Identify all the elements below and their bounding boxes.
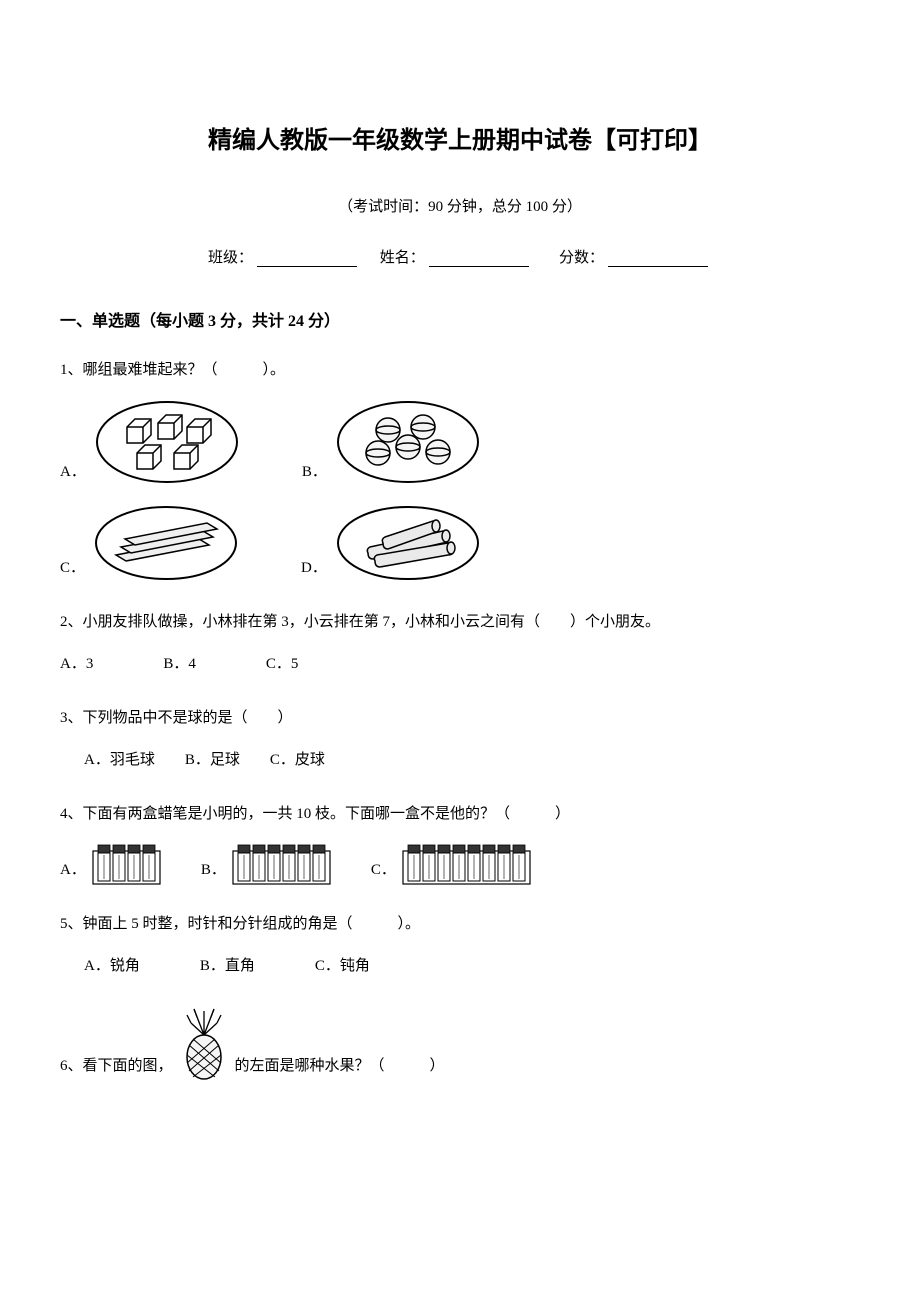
q4-opt-c-label: C． bbox=[371, 855, 396, 885]
question-2: 2、小朋友排队做操，小林排在第 3，小云排在第 7，小林和小云之间有（ ）个小朋… bbox=[60, 607, 860, 679]
label-score: 分数： bbox=[559, 250, 604, 266]
q4-options: A． B． C． bbox=[60, 841, 860, 885]
cubes-icon bbox=[92, 397, 242, 487]
q1-opt-c-label: C． bbox=[60, 553, 85, 583]
q3-opt-b[interactable]: B．足球 bbox=[185, 745, 240, 775]
q6-suffix: 的左面是哪种水果？（ ） bbox=[235, 1051, 445, 1081]
exam-meta: （考试时间：90 分钟，总分 100 分） bbox=[60, 195, 860, 216]
crayon-box-6-icon bbox=[232, 841, 331, 885]
q1-opt-d[interactable]: D． bbox=[301, 503, 483, 583]
q2-opt-c[interactable]: C．5 bbox=[266, 649, 299, 679]
blank-class[interactable] bbox=[257, 251, 357, 267]
q6-prefix: 6、看下面的图， bbox=[60, 1051, 173, 1081]
blank-name[interactable] bbox=[429, 251, 529, 267]
q2-text: 2、小朋友排队做操，小林排在第 3，小云排在第 7，小林和小云之间有（ ）个小朋… bbox=[60, 607, 860, 637]
cylinders-icon bbox=[333, 503, 483, 583]
planks-icon bbox=[91, 503, 241, 583]
pineapple-icon bbox=[179, 1005, 229, 1081]
q1-opt-c[interactable]: C． bbox=[60, 503, 241, 583]
q5-text: 5、钟面上 5 时整，时针和分针组成的角是（ ）。 bbox=[60, 909, 860, 939]
q1-opt-d-label: D． bbox=[301, 553, 327, 583]
crayon-box-4-icon bbox=[92, 841, 161, 885]
q1-opt-a[interactable]: A． bbox=[60, 397, 242, 487]
q4-opt-a-label: A． bbox=[60, 855, 86, 885]
q1-row2: C． D． bbox=[60, 503, 860, 583]
q2-opt-a[interactable]: A．3 bbox=[60, 649, 93, 679]
q4-text: 4、下面有两盒蜡笔是小明的，一共 10 枝。下面哪一盒不是他的？（ ） bbox=[60, 799, 860, 829]
q4-opt-b[interactable]: B． bbox=[201, 841, 331, 885]
q5-opt-a[interactable]: A．锐角 bbox=[84, 951, 140, 981]
student-info-line: 班级： 姓名： 分数： bbox=[60, 246, 860, 267]
label-class: 班级： bbox=[208, 250, 253, 266]
page-title: 精编人教版一年级数学上册期中试卷【可打印】 bbox=[60, 120, 860, 155]
q5-options: A．锐角 B．直角 C．钝角 bbox=[60, 951, 860, 981]
section-1-header: 一、单选题（每小题 3 分，共计 24 分） bbox=[60, 307, 860, 331]
q1-opt-a-label: A． bbox=[60, 457, 86, 487]
q1-text: 1、哪组最难堆起来？（ ）。 bbox=[60, 355, 860, 385]
label-name: 姓名： bbox=[380, 250, 425, 266]
q4-opt-b-label: B． bbox=[201, 855, 226, 885]
question-3: 3、下列物品中不是球的是（ ） A．羽毛球 B．足球 C．皮球 bbox=[60, 703, 860, 775]
q1-opt-b[interactable]: B． bbox=[302, 397, 483, 487]
crayon-box-8-icon bbox=[402, 841, 531, 885]
q3-opt-c[interactable]: C．皮球 bbox=[270, 745, 325, 775]
q2-options: A．3 B．4 C．5 bbox=[60, 649, 860, 679]
q3-text: 3、下列物品中不是球的是（ ） bbox=[60, 703, 860, 733]
spheres-icon bbox=[333, 397, 483, 487]
blank-score[interactable] bbox=[608, 251, 708, 267]
q5-opt-c[interactable]: C．钝角 bbox=[315, 951, 370, 981]
q4-opt-c[interactable]: C． bbox=[371, 841, 531, 885]
question-4: 4、下面有两盒蜡笔是小明的，一共 10 枝。下面哪一盒不是他的？（ ） A． B… bbox=[60, 799, 860, 885]
q4-opt-a[interactable]: A． bbox=[60, 841, 161, 885]
q2-opt-b[interactable]: B．4 bbox=[163, 649, 196, 679]
q5-opt-b[interactable]: B．直角 bbox=[200, 951, 255, 981]
question-5: 5、钟面上 5 时整，时针和分针组成的角是（ ）。 A．锐角 B．直角 C．钝角 bbox=[60, 909, 860, 981]
q1-row1: A． B． bbox=[60, 397, 860, 487]
exam-page: 精编人教版一年级数学上册期中试卷【可打印】 （考试时间：90 分钟，总分 100… bbox=[0, 0, 920, 1165]
q3-options: A．羽毛球 B．足球 C．皮球 bbox=[60, 745, 860, 775]
question-1: 1、哪组最难堆起来？（ ）。 A． B． bbox=[60, 355, 860, 583]
q3-opt-a[interactable]: A．羽毛球 bbox=[84, 745, 155, 775]
question-6: 6、看下面的图， 的左面是哪种水果？（ ） bbox=[60, 1005, 860, 1081]
q6-line: 6、看下面的图， 的左面是哪种水果？（ ） bbox=[60, 1005, 860, 1081]
q1-opt-b-label: B． bbox=[302, 457, 327, 487]
